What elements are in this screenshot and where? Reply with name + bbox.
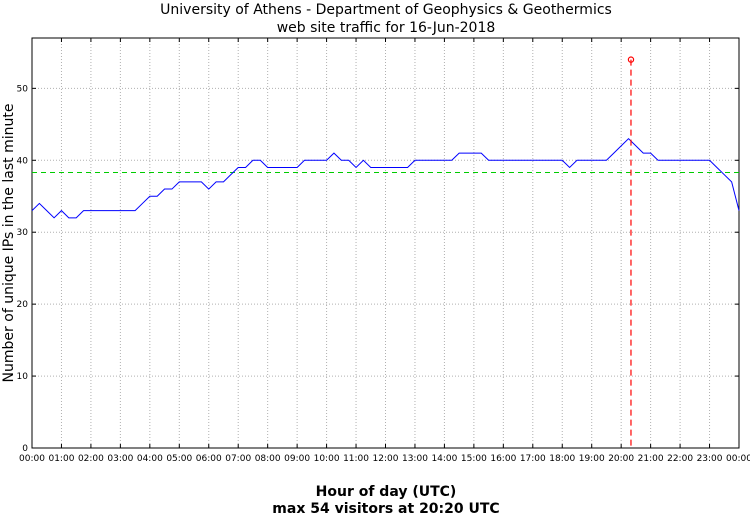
y-tick-label: 50 — [17, 84, 29, 94]
traffic-series-line — [31, 138, 740, 219]
x-tick-label: 18:00 — [549, 454, 575, 464]
y-tick-labels: 0 10 20 30 40 50 — [17, 84, 29, 454]
x-tick-label: 09:00 — [284, 454, 310, 464]
x-tick-label: 16:00 — [490, 454, 516, 464]
x-tick-label: 22:00 — [667, 454, 693, 464]
x-tick-label: 10:00 — [314, 454, 340, 464]
x-tick-label: 13:00 — [402, 454, 428, 464]
y-tick-label: 10 — [17, 372, 29, 382]
x-tick-label: 23:00 — [697, 454, 723, 464]
grid-lines — [31, 38, 740, 449]
x-axis-label: Hour of day (UTC) — [316, 484, 457, 500]
x-tick-label: 06:00 — [196, 454, 222, 464]
y-tick-label: 0 — [22, 444, 28, 454]
x-tick-label: 01:00 — [48, 454, 74, 464]
x-tick-label: 03:00 — [107, 454, 133, 464]
y-tick-label: 40 — [17, 156, 29, 166]
x-tick-label: 11:00 — [343, 454, 369, 464]
max-marker-point — [627, 56, 635, 63]
x-tick-label: 17:00 — [520, 454, 546, 464]
x-tick-label: 08:00 — [255, 454, 281, 464]
chart-subtitle: web site traffic for 16-Jun-2018 — [277, 20, 496, 36]
y-axis-label: Number of unique IPs in the last minute — [1, 104, 17, 383]
y-tick-label: 20 — [17, 300, 29, 310]
x-tick-label: 20:00 — [608, 454, 634, 464]
x-tick-label: 07:00 — [225, 454, 251, 464]
x-tick-label: 00:00 — [19, 454, 45, 464]
max-marker-layer — [627, 56, 635, 448]
x-tick-label: 19:00 — [579, 454, 605, 464]
x-tick-label: 04:00 — [137, 454, 163, 464]
x-tick-label: 02:00 — [78, 454, 104, 464]
chart-title: University of Athens - Department of Geo… — [160, 2, 612, 18]
max-visitors-note: max 54 visitors at 20:20 UTC — [272, 501, 499, 515]
x-tick-label: 21:00 — [638, 454, 664, 464]
x-tick-label: 15:00 — [461, 454, 487, 464]
y-tick-label: 30 — [17, 228, 29, 238]
series-layer — [31, 138, 740, 219]
x-tick-label: 12:00 — [373, 454, 399, 464]
x-tick-label: 00:00 — [726, 454, 750, 464]
x-tick-labels: 00:00 01:00 02:00 03:00 04:00 05:00 06:00 07:00… — [19, 454, 750, 464]
x-tick-label: 14:00 — [431, 454, 457, 464]
x-tick-label: 05:00 — [166, 454, 192, 464]
